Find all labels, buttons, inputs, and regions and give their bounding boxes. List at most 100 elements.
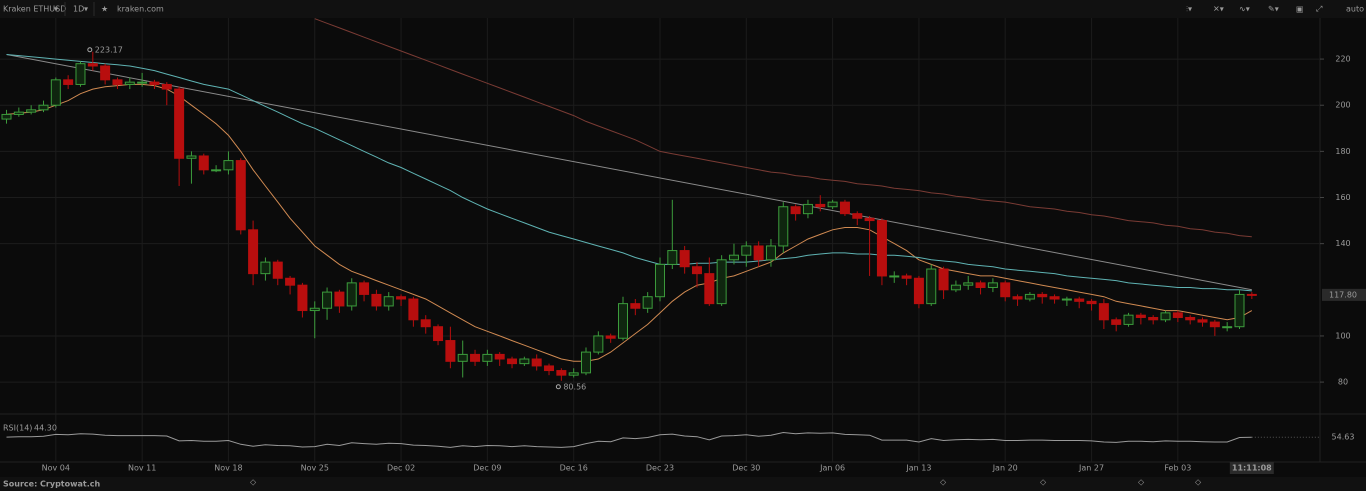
- candle-body: [322, 291, 333, 309]
- event-marker[interactable]: ◇: [1040, 478, 1047, 487]
- candle-body: [568, 372, 579, 376]
- symbol[interactable]: Kraken ETHUSD: [3, 5, 66, 14]
- candle-body: [630, 303, 641, 309]
- toolbar: [0, 0, 1366, 18]
- candle-body: [864, 217, 875, 222]
- candle-body: [285, 277, 296, 286]
- candle-body: [38, 104, 49, 111]
- candle-body: [1160, 312, 1171, 321]
- star-icon[interactable]: ★: [101, 5, 108, 14]
- candle-body: [519, 358, 530, 365]
- candle-body: [26, 109, 37, 113]
- candle-body: [1185, 316, 1196, 321]
- tool-icon[interactable]: ✕▾: [1213, 5, 1224, 14]
- tool-icon[interactable]: ⤢: [1315, 5, 1322, 14]
- candle-body: [13, 111, 24, 115]
- candle-body: [211, 169, 222, 172]
- candle-body: [1222, 326, 1233, 329]
- candle-body: [482, 353, 493, 362]
- candle-body: [1209, 321, 1220, 328]
- candle-body: [1098, 303, 1109, 321]
- candle-body: [63, 79, 74, 85]
- candle-body: [642, 296, 653, 309]
- candle-body: [1049, 296, 1060, 300]
- x-tick-label: Dec 09: [473, 464, 501, 473]
- candle-body: [1246, 293, 1257, 296]
- candle-body: [223, 160, 234, 171]
- rsi-last-label: 54.63: [1332, 433, 1355, 442]
- candle-body: [852, 213, 863, 219]
- x-tick-label: Feb 03: [1164, 464, 1191, 473]
- candle-body: [556, 370, 567, 376]
- event-marker[interactable]: ◇: [940, 478, 947, 487]
- candle-body: [889, 275, 900, 278]
- candle-body: [408, 298, 419, 321]
- tool-icon[interactable]: ▣: [1296, 5, 1304, 14]
- x-tick-label: Nov 25: [301, 464, 329, 473]
- candle-body: [1000, 282, 1011, 298]
- candle-body: [593, 335, 604, 353]
- scale-mode[interactable]: auto: [1346, 5, 1364, 14]
- rsi-line: [6, 431, 1252, 448]
- interval-caret[interactable]: ▾: [84, 5, 88, 14]
- rsi-name: RSI(14): [3, 424, 32, 433]
- candle-body: [1123, 314, 1134, 325]
- candle-body: [137, 81, 148, 84]
- candle-body: [839, 201, 850, 215]
- footer-bar: [0, 477, 1366, 491]
- interval[interactable]: 1D: [73, 5, 84, 14]
- candle-body: [1012, 296, 1023, 300]
- candle-body: [975, 282, 986, 288]
- candle-body: [396, 296, 407, 300]
- candle-body: [963, 282, 974, 286]
- y-tick-label: 160: [1335, 193, 1350, 202]
- y-tick-label: 80: [1338, 378, 1348, 387]
- candle-body: [100, 65, 111, 81]
- candle-body: [741, 245, 752, 256]
- candle-body: [765, 245, 776, 261]
- price-label-bg: [1322, 288, 1366, 301]
- candle-body: [1172, 312, 1183, 318]
- tool-icon[interactable]: ✎▾: [1268, 5, 1279, 14]
- tool-icon[interactable]: ∿▾: [1239, 5, 1250, 14]
- candle-body: [1086, 300, 1097, 305]
- rsi-reading: 44.30: [34, 424, 57, 433]
- candle-body: [618, 303, 628, 339]
- candle-body: [1135, 314, 1146, 318]
- candle-body: [75, 63, 86, 85]
- candle-body: [359, 282, 370, 295]
- candle-body: [876, 220, 887, 277]
- event-marker[interactable]: ◇: [1195, 478, 1202, 487]
- symbol-caret[interactable]: ▾: [54, 5, 58, 14]
- x-tick-label: Jan 06: [819, 464, 845, 473]
- annotation-dot: [87, 47, 93, 53]
- x-tick-label: Dec 16: [560, 464, 588, 473]
- trendline: [6, 53, 1252, 291]
- candle-body: [901, 275, 912, 279]
- site[interactable]: kraken.com: [117, 5, 164, 14]
- candle-body: [235, 160, 246, 231]
- event-marker[interactable]: ◇: [250, 478, 257, 487]
- tool-icon[interactable]: ⫶▾: [1186, 5, 1192, 14]
- candle-body: [1074, 298, 1085, 302]
- candle-body: [112, 79, 123, 85]
- x-tick-label: Nov 18: [214, 464, 242, 473]
- price-label: 117.80: [1329, 290, 1357, 299]
- candle-body: [704, 273, 715, 305]
- candle-body: [531, 358, 542, 367]
- candle-body: [186, 155, 197, 159]
- candle-body: [174, 88, 185, 159]
- candle-body: [124, 81, 135, 85]
- candle-body: [433, 326, 444, 342]
- candle-body: [260, 261, 271, 275]
- candle-body: [457, 353, 468, 362]
- candle-body: [371, 293, 382, 307]
- event-marker[interactable]: ◇: [1138, 478, 1145, 487]
- candle-body: [346, 282, 357, 307]
- candle-body: [926, 268, 937, 305]
- candle-body: [1111, 319, 1122, 325]
- candle-body: [1024, 293, 1035, 300]
- candle-body: [494, 353, 505, 360]
- candle-body: [691, 266, 702, 275]
